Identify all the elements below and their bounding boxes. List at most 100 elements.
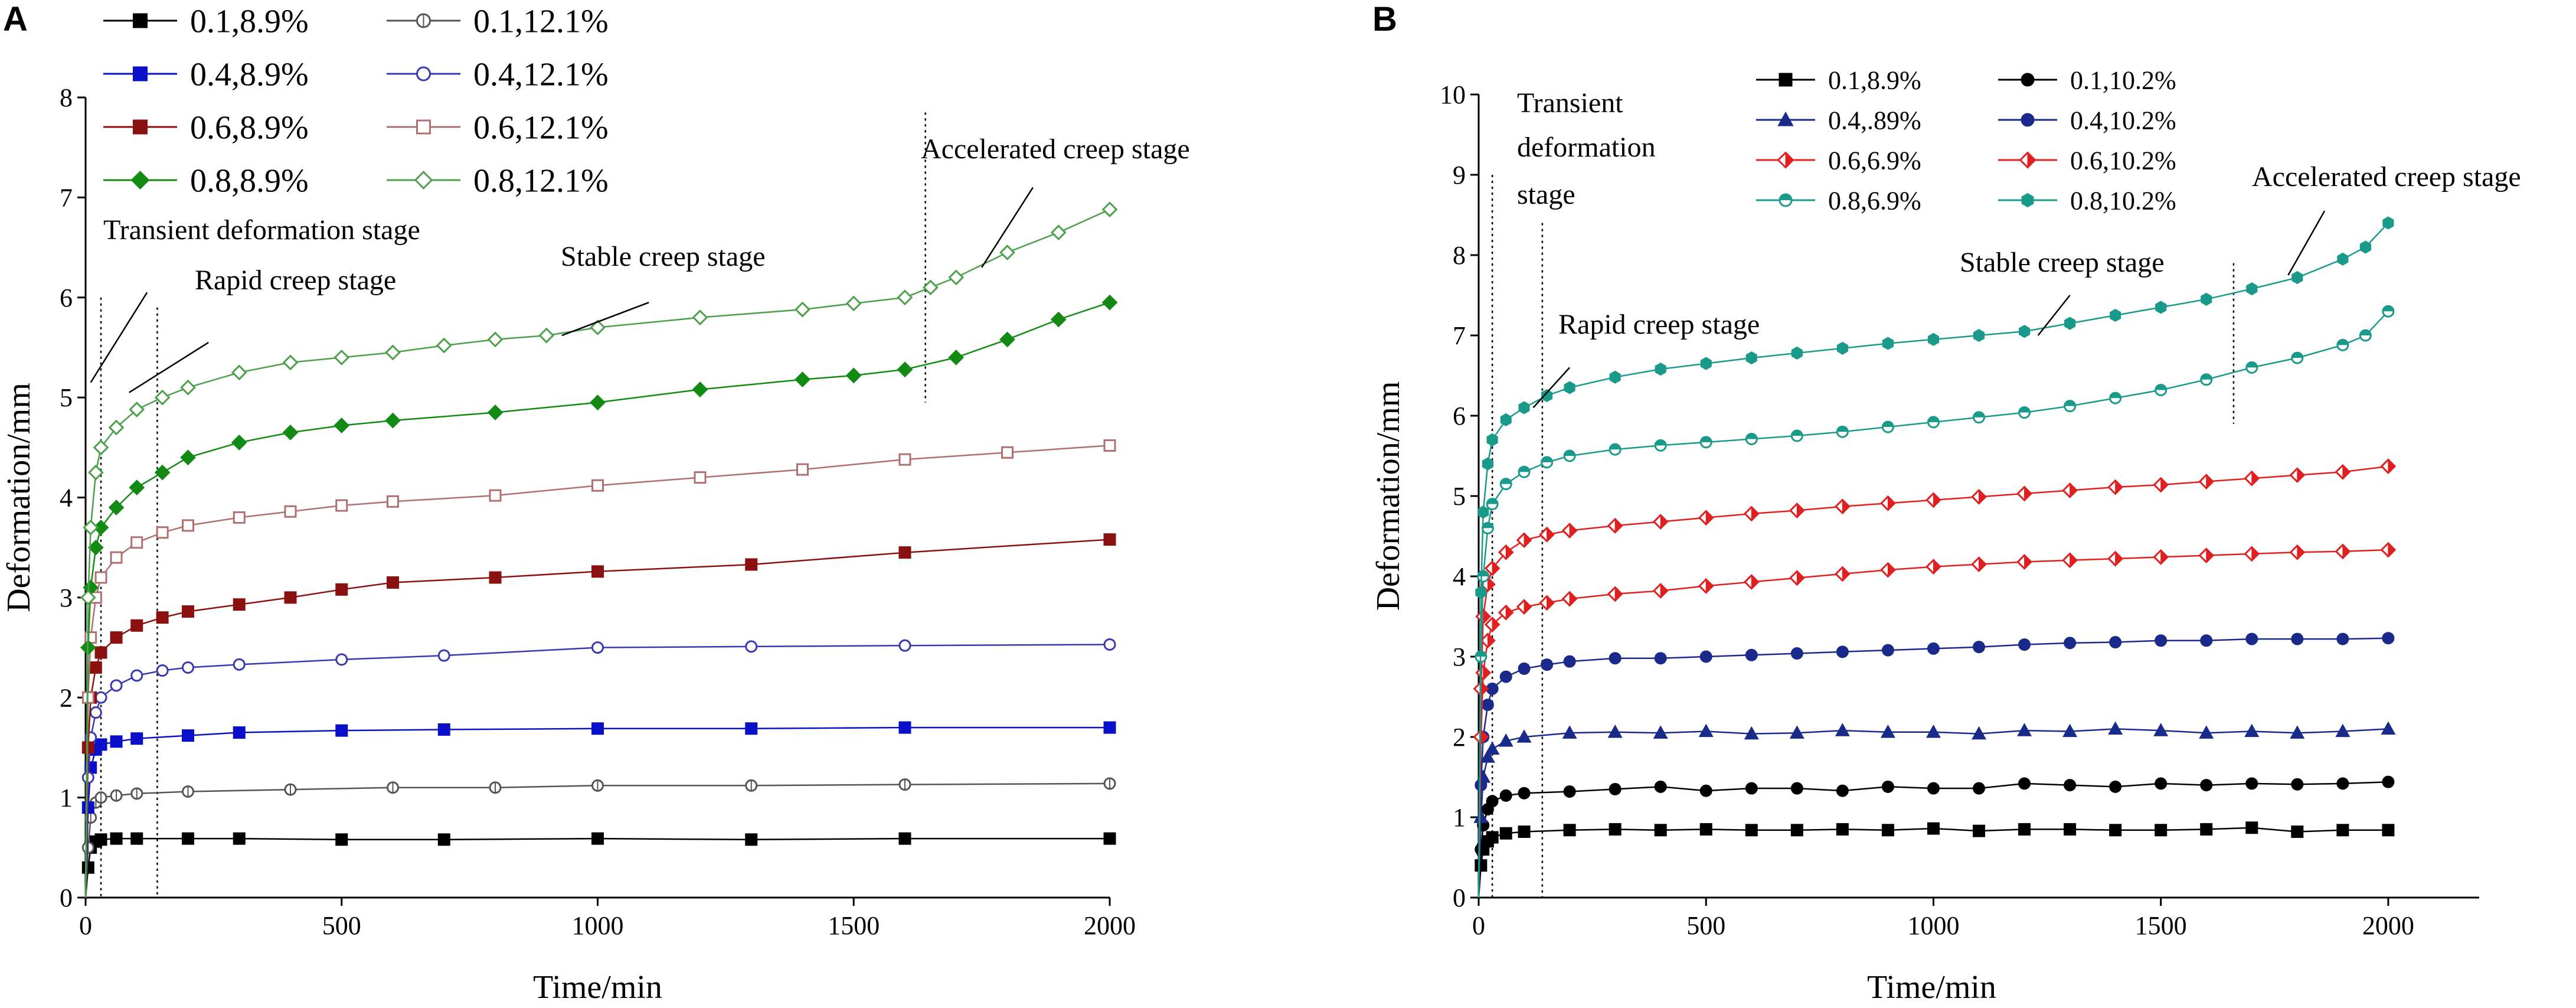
data-point (1563, 785, 1576, 798)
legend-marker (416, 119, 431, 135)
data-point (1652, 583, 1669, 599)
data-point (745, 640, 758, 653)
data-point (2155, 301, 2167, 314)
data-point (437, 649, 450, 662)
data-point (1477, 505, 1489, 519)
data-point (1539, 526, 1555, 543)
data-point (2380, 541, 2397, 558)
data-point (1836, 823, 1849, 836)
data-point (83, 519, 99, 536)
data-point (93, 439, 109, 456)
data-point (1541, 658, 1554, 671)
annotation-transient-2: deformation (1517, 132, 1656, 163)
legend-label: 0.1,12.1% (473, 4, 609, 40)
data-point (1499, 670, 1512, 683)
data-point (1973, 328, 1985, 342)
y-tick-label: 7 (1453, 321, 1466, 350)
series-line (1477, 728, 2388, 898)
data-point (1655, 363, 1666, 376)
data-point (2199, 725, 2214, 739)
x-tick-label: 0 (1472, 911, 1485, 940)
data-point (2018, 777, 2031, 790)
y-axis-label: Deformation/mm (1, 383, 37, 612)
legend-label: 0.6,12.1% (473, 110, 609, 146)
data-point (387, 495, 399, 508)
data-point (1101, 201, 1118, 218)
data-point (1475, 586, 1487, 599)
data-point (2335, 464, 2351, 480)
data-point (1698, 510, 1714, 526)
data-point (1880, 724, 1895, 738)
data-point (2198, 547, 2215, 564)
series-line (84, 208, 1110, 898)
data-point (1609, 782, 1622, 795)
data-point (2335, 723, 2351, 738)
y-tick-label: 0 (1453, 883, 1466, 912)
data-point (1790, 824, 1803, 837)
data-point (110, 551, 123, 564)
x-tick-label: 1500 (828, 911, 880, 940)
legend-label: 0.6,10.2% (2070, 146, 2176, 175)
x-tick-label: 500 (322, 911, 361, 940)
data-point (1790, 429, 1803, 442)
legend-label: 0.1,10.2% (2070, 66, 2176, 94)
panel-letter: B (1372, 0, 1397, 38)
data-point (923, 279, 939, 296)
y-tick-label: 1 (1453, 803, 1466, 832)
legend-label: 0.1,8.9% (1828, 66, 1921, 94)
annotation-stable: Stable creep stage (561, 241, 766, 272)
data-point (1834, 498, 1851, 515)
data-point (233, 726, 246, 739)
data-point (94, 791, 107, 804)
data-point (2381, 721, 2396, 735)
data-point (1745, 351, 1757, 365)
data-point (1836, 341, 1848, 355)
data-point (1790, 647, 1803, 660)
data-point (1475, 608, 1492, 625)
data-point (2382, 305, 2395, 318)
annotation-transient: Transient (1517, 87, 1623, 119)
series-line (1477, 781, 2388, 898)
data-point (110, 789, 123, 802)
y-tick-label: 6 (60, 283, 73, 312)
x-tick-label: 2000 (1084, 911, 1136, 940)
data-point (156, 664, 169, 677)
annotation-pointer (129, 341, 209, 393)
data-point (182, 729, 194, 742)
data-point (2244, 470, 2260, 487)
legend-marker (1777, 111, 1794, 126)
data-point (1973, 824, 1985, 837)
data-point (385, 412, 401, 429)
data-point (2290, 725, 2305, 739)
data-point (81, 841, 94, 854)
data-point (1926, 492, 1941, 508)
data-point (130, 536, 143, 549)
data-point (1516, 729, 1532, 743)
data-point (898, 721, 911, 734)
y-tick-label: 8 (60, 83, 73, 112)
data-point (2064, 823, 2077, 836)
data-point (1499, 478, 1512, 491)
annotation-pointer (1532, 367, 1571, 409)
data-point (897, 361, 913, 378)
data-point (2109, 636, 2122, 649)
annotation-rapid: Rapid creep stage (195, 265, 396, 296)
legend-label: 0.6,6.9% (1828, 146, 1921, 175)
data-point (284, 783, 297, 796)
data-point (1973, 782, 1985, 795)
data-point (2336, 824, 2349, 837)
data-point (2291, 271, 2303, 285)
data-point (1607, 517, 1623, 534)
data-point (489, 571, 502, 584)
data-point (81, 861, 94, 874)
data-point (1103, 638, 1116, 651)
data-point (1789, 503, 1805, 518)
y-tick-label: 4 (1453, 562, 1466, 591)
data-point (591, 641, 604, 654)
data-point (1790, 782, 1803, 795)
data-point (1973, 411, 1985, 424)
data-point (385, 344, 401, 361)
data-point (2380, 458, 2397, 475)
legend-label: 0.8,6.9% (1828, 186, 1921, 215)
